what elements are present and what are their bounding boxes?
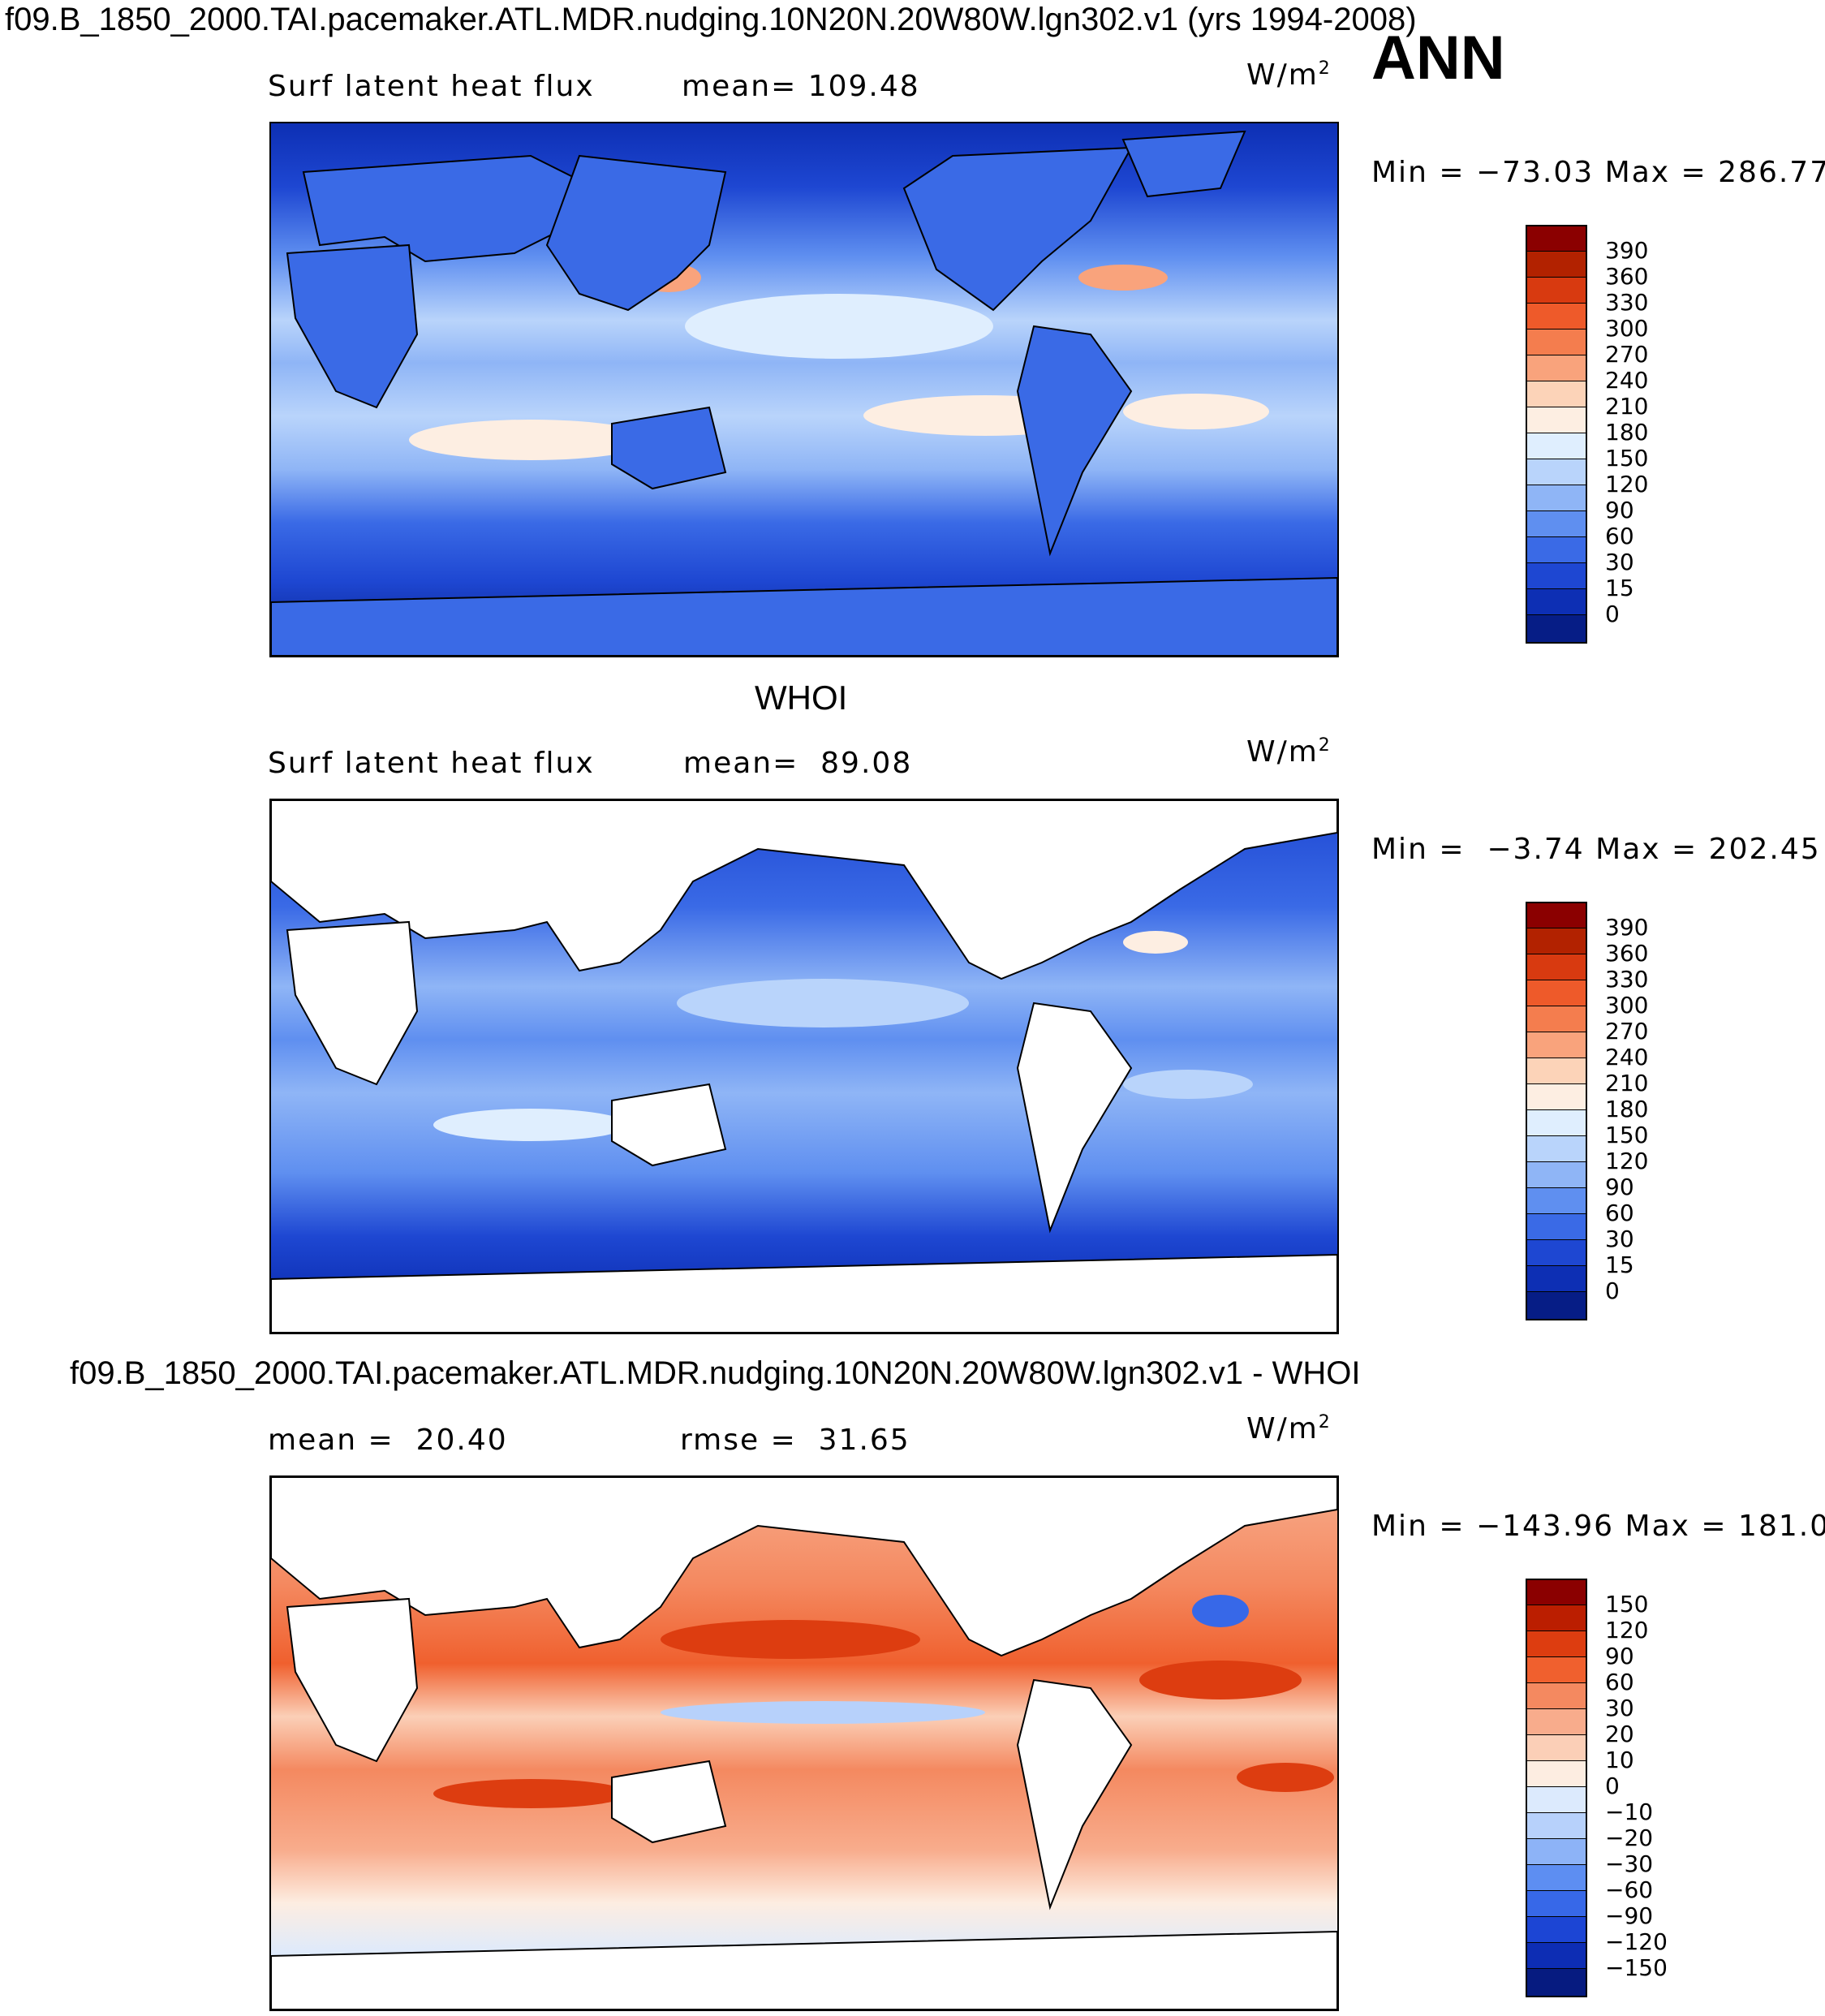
- panel3-tick: 0: [1605, 1773, 1620, 1799]
- panel3-tick: −120: [1605, 1928, 1668, 1955]
- panel3-tick: 30: [1605, 1695, 1634, 1721]
- panel1-tick: 270: [1605, 341, 1649, 368]
- panel2-variable-label: Surf latent heat flux: [268, 747, 595, 780]
- panel3-tick: −20: [1605, 1824, 1654, 1851]
- panel2-tick: 180: [1605, 1096, 1649, 1122]
- panel3-colorbar: 150 120 90 60 30 20 10 0 −10 −20 −30 −60…: [1526, 1579, 1688, 1997]
- panel2-tick: 120: [1605, 1148, 1649, 1174]
- panel1-tick: 30: [1605, 549, 1634, 575]
- panel3-title: f09.B_1850_2000.TAI.pacemaker.ATL.MDR.nu…: [70, 1355, 1361, 1391]
- panel1-tick: 210: [1605, 393, 1649, 420]
- panel2-min-value: −3.74: [1487, 833, 1585, 866]
- panel1-mean-label: mean= 109.48: [682, 70, 920, 103]
- panel3-rmse-label: rmse = 31.65: [680, 1424, 910, 1457]
- panel3-tick: −60: [1605, 1876, 1654, 1903]
- panel2-tick: 390: [1605, 914, 1649, 941]
- panel3-tick: 120: [1605, 1617, 1649, 1643]
- panel3-units: W/m2: [1246, 1412, 1332, 1445]
- panel1-tick: 240: [1605, 367, 1649, 394]
- panel1-contour-gulfstream: [1078, 265, 1168, 291]
- panel3-mean-value: 20.40: [415, 1424, 508, 1457]
- panel2-units: W/m2: [1246, 735, 1332, 769]
- panel3-minmax: Min = −143.96 Max = 181.04: [1371, 1510, 1825, 1543]
- panel2-tick: 150: [1605, 1122, 1649, 1148]
- panel2-contour-npac: [677, 979, 969, 1027]
- panel1-max-value: 286.77: [1718, 156, 1825, 189]
- panel1-tick: 90: [1605, 497, 1634, 523]
- panel2-tick: 30: [1605, 1226, 1634, 1252]
- panel3-tick: −150: [1605, 1954, 1668, 1981]
- panel1-min-value: −73.03: [1475, 156, 1595, 189]
- panel1-continents: [271, 130, 1337, 656]
- panel3-contour-eqpac: [661, 1701, 985, 1724]
- panel2-mean-value: 89.08: [820, 747, 913, 780]
- panel3-tick: 60: [1605, 1669, 1634, 1695]
- panel1-tick: 300: [1605, 315, 1649, 342]
- panel3-map: [269, 1475, 1339, 2011]
- panel2-tick: 60: [1605, 1200, 1634, 1226]
- panel3-tick: 10: [1605, 1747, 1634, 1773]
- panel3-contour-sio: [433, 1779, 628, 1808]
- panel1-contour-satl: [1123, 394, 1269, 429]
- panel3-tick: 90: [1605, 1643, 1634, 1669]
- panel3-tick: −10: [1605, 1798, 1654, 1825]
- panel1-tick: 180: [1605, 419, 1649, 446]
- panel2-map: [269, 799, 1339, 1334]
- panel3-tick: −30: [1605, 1850, 1654, 1877]
- panel1-tick: 150: [1605, 445, 1649, 472]
- panel2-contour-gulfstream: [1123, 931, 1188, 954]
- panel1-colorbar: 390 360 330 300 270 240 210 180 150 120 …: [1526, 225, 1688, 644]
- panel2-mean-label: mean= 89.08: [683, 747, 913, 780]
- panel1-mean-value: 109.48: [807, 70, 920, 103]
- panel1-contour-sio: [409, 420, 652, 460]
- panel1-tick: 120: [1605, 471, 1649, 498]
- panel3-contour-satl: [1237, 1763, 1334, 1792]
- panel3-contour-natl: [1139, 1661, 1302, 1699]
- panel2-tick: 15: [1605, 1251, 1634, 1278]
- figure-title: f09.B_1850_2000.TAI.pacemaker.ATL.MDR.nu…: [5, 2, 1417, 37]
- panel3-rmse-value: 31.65: [818, 1424, 910, 1457]
- panel2-tick: 360: [1605, 940, 1649, 967]
- panel3-contour-lab-sea: [1192, 1595, 1249, 1627]
- panel3-tick: 20: [1605, 1721, 1634, 1747]
- panel1-variable-label: Surf latent heat flux: [268, 70, 595, 103]
- panel2-max-value: 202.45: [1708, 833, 1821, 866]
- panel2-continents: [271, 800, 1337, 1333]
- panel2-tick: 240: [1605, 1044, 1649, 1070]
- panel3-min-value: −143.96: [1475, 1510, 1615, 1543]
- panel3-max-value: 181.04: [1738, 1510, 1825, 1543]
- panel1-tick: 330: [1605, 289, 1649, 316]
- panel1-contour-npac: [685, 294, 993, 359]
- panel2-tick: 330: [1605, 966, 1649, 993]
- panel1-tick: 0: [1605, 601, 1620, 627]
- panel2-tick: 90: [1605, 1174, 1634, 1200]
- panel1-tick: 60: [1605, 523, 1634, 549]
- panel2-tick: 210: [1605, 1070, 1649, 1096]
- panel3-tick: 150: [1605, 1591, 1649, 1618]
- panel1-tick: 390: [1605, 237, 1649, 264]
- panel1-map: [269, 122, 1339, 657]
- panel3-continents: [271, 1477, 1337, 2010]
- panel1-tick: 15: [1605, 575, 1634, 601]
- panel2-contour-satl: [1123, 1070, 1253, 1099]
- panel3-contour-npac: [661, 1620, 920, 1659]
- panel3-tick: −90: [1605, 1902, 1654, 1929]
- panel2-minmax: Min = −3.74 Max = 202.45: [1371, 833, 1821, 866]
- panel1-tick: 360: [1605, 263, 1649, 290]
- panel1-minmax: Min = −73.03 Max = 286.77: [1371, 156, 1825, 189]
- panel2-tick: 300: [1605, 992, 1649, 1019]
- panel2-tick: 270: [1605, 1018, 1649, 1045]
- panel2-title: WHOI: [755, 678, 848, 717]
- season-label: ANN: [1371, 24, 1505, 93]
- panel2-contour-sio: [433, 1109, 628, 1141]
- panel3-mean-label: mean = 20.40: [268, 1424, 508, 1457]
- panel2-tick: 0: [1605, 1277, 1620, 1304]
- panel1-units: W/m2: [1246, 58, 1332, 92]
- panel2-colorbar: 390 360 330 300 270 240 210 180 150 120 …: [1526, 902, 1688, 1320]
